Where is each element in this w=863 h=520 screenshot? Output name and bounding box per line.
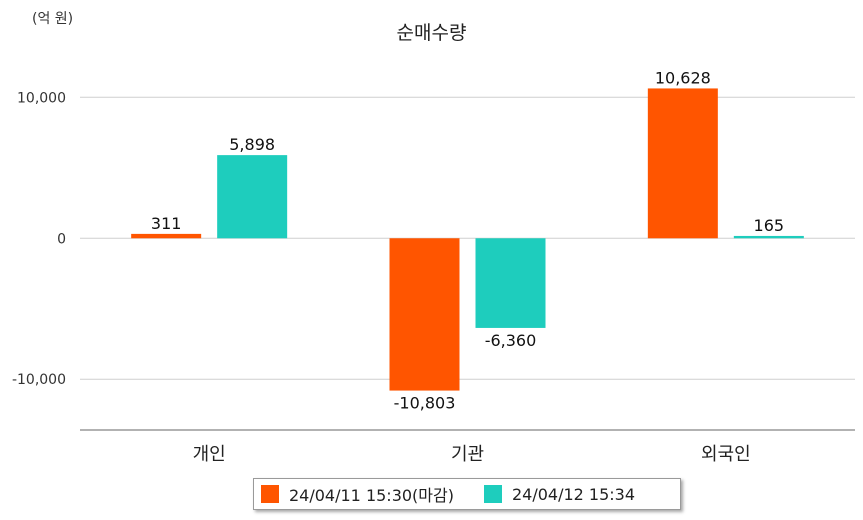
legend-label-series-1: 24/04/11 15:30(마감) [289,486,454,505]
data-label: -6,360 [485,331,537,350]
x-tick-label: 외국인 [701,444,751,465]
y-axis-ticks: 10,000 0 -10,000 [12,90,66,388]
y-tick-label: 0 [57,231,66,247]
data-label: 311 [151,214,182,233]
data-labels: 311 5,898 -10,803 -6,360 10,628 165 [151,68,784,412]
x-tick-label: 개인 [193,444,226,465]
unit-label: (억 원) [32,11,74,27]
x-axis: 개인 기관 외국인 [80,429,855,465]
data-label: 165 [754,216,785,235]
legend-item-series-2[interactable]: 24/04/12 15:34 [483,484,636,504]
legend-item-series-1[interactable]: 24/04/11 15:30(마감) [261,482,454,506]
bar[interactable] [647,88,718,239]
data-label: -10,803 [394,394,456,413]
x-tick-label: 기관 [451,444,484,465]
y-tick-label: 10,000 [17,90,66,106]
legend-swatch-series-2 [483,485,502,503]
chart-title: 순매수량 [396,22,467,44]
data-label: 5,898 [229,135,275,154]
bar[interactable] [389,238,460,391]
bar[interactable] [733,235,804,239]
bar[interactable] [131,233,202,239]
legend-label-series-2: 24/04/12 15:34 [511,484,636,504]
y-tick-label: -10,000 [12,372,66,388]
bar[interactable] [217,155,288,239]
bar[interactable] [475,238,546,328]
legend-swatch-series-1 [261,485,279,503]
legend: 24/04/11 15:30(마감) 24/04/12 15:34 [253,478,681,510]
grid-lines [80,96,855,380]
bars [131,88,804,391]
data-label: 10,628 [655,68,711,87]
